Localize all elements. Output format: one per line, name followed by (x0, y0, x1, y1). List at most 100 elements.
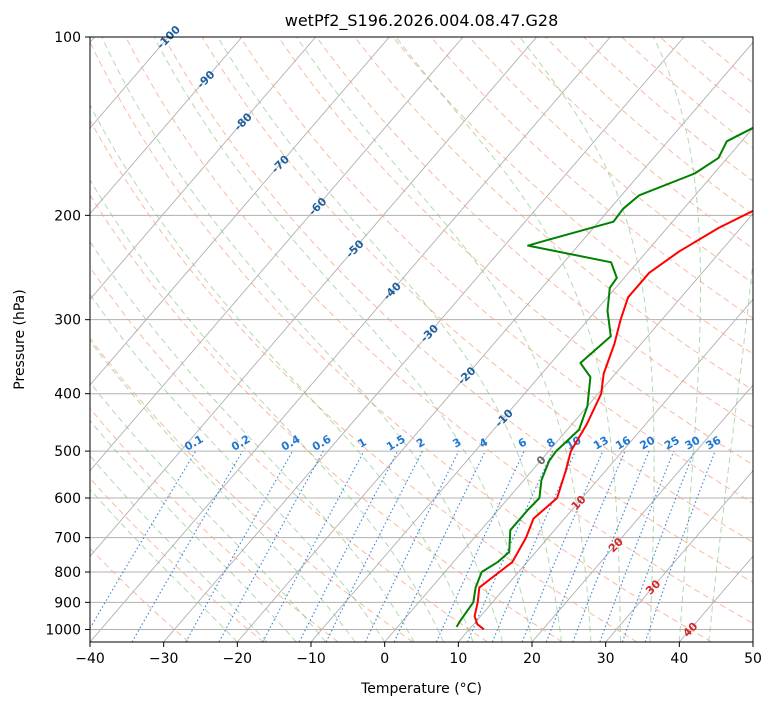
x-tick-label: 0 (380, 651, 389, 667)
dry-adiabat-line (354, 37, 753, 391)
mixing-ratio-line (491, 450, 576, 642)
dewpoint-profile-line (455, 126, 753, 628)
y-tick-label: 100 (54, 30, 81, 46)
dry-adiabat-line (90, 477, 264, 642)
moist-adiabat-line (90, 455, 268, 642)
dry-adiabat-line (392, 37, 753, 355)
x-tick-label: 10 (449, 651, 467, 667)
mixing-ratio-label: 1 (356, 436, 369, 451)
y-tick-label: 200 (54, 208, 81, 224)
mixing-ratio-line (572, 450, 650, 642)
moist-adiabat-line (90, 103, 474, 642)
isotherm-line (236, 41, 753, 642)
mixing-ratio-line (466, 450, 554, 642)
moist-adiabat-line (395, 37, 621, 642)
isotherm-line (678, 555, 753, 642)
moist-adiabat-line (90, 178, 445, 642)
y-tick-label: 800 (54, 565, 81, 581)
dry-adiabat-line (90, 40, 712, 642)
moist-adiabat-line (217, 37, 562, 642)
moist-adiabat-line (652, 37, 701, 642)
mixing-ratio-line (325, 450, 423, 642)
dry-adiabat-line (163, 37, 753, 583)
moist-adiabat-line (296, 37, 592, 642)
y-tick-label: 600 (54, 491, 81, 507)
moist-adiabat-line (519, 37, 655, 642)
x-tick-label: −10 (296, 651, 326, 667)
moist-adiabat-line (708, 256, 753, 642)
mixing-ratio-label: 0.1 (182, 433, 205, 454)
temperature-profile-line (473, 209, 753, 631)
dry-adiabat-line (697, 37, 753, 84)
dry-adiabat-line (90, 407, 339, 642)
plot-frame (89, 36, 754, 643)
mixing-ratio-line (218, 450, 324, 642)
x-axis-label: Temperature (°C) (360, 681, 482, 697)
moist-adiabat-line (90, 240, 415, 642)
x-tick-label: −20 (223, 651, 253, 667)
mixing-ratio-label: 1.5 (384, 433, 407, 454)
mixing-ratio-label: 25 (662, 434, 682, 453)
x-tick-label: 50 (744, 651, 762, 667)
mixing-ratio-line (644, 450, 716, 642)
moist-adiabat-line (90, 340, 356, 642)
dry-adiabat-line (239, 37, 753, 504)
profile-series (455, 126, 753, 631)
mixing-ratio-label: 10 (564, 433, 584, 452)
x-tick-label: −40 (75, 651, 105, 667)
mixing-ratio-line (545, 450, 626, 642)
mixing-ratio-line (262, 450, 365, 642)
isotherm-line (531, 384, 753, 642)
isotherm-line (457, 298, 753, 642)
dry-adiabat-line (316, 37, 753, 428)
mixing-ratio-label: 30 (683, 433, 703, 452)
x-tick-label: 30 (597, 651, 615, 667)
moist-adiabat-line (153, 37, 533, 642)
moist-adiabat-line (90, 419, 297, 642)
isotherm-line (90, 37, 464, 472)
y-axis-label: Pressure (hPa) (12, 289, 28, 389)
mixing-ratio-line (621, 450, 695, 642)
isotherm-line (752, 641, 753, 642)
y-tick-label: 900 (54, 595, 81, 611)
dry-adiabat-line (201, 37, 753, 543)
moist-adiabat-line (90, 488, 238, 642)
mixing-ratio-line (521, 450, 604, 642)
mixing-ratio-line (364, 450, 460, 642)
dry-adiabat-line (90, 194, 563, 642)
mixing-ratio-label: 0.4 (279, 432, 303, 453)
mixing-ratio-label: 16 (613, 433, 633, 452)
dry-adiabat-line (90, 337, 414, 642)
mixing-ratio-line (131, 450, 244, 642)
mixing-ratio-line (393, 450, 486, 642)
isotherm-line (90, 37, 537, 558)
isotherm-line (90, 37, 390, 386)
isotherm-line (90, 37, 611, 642)
dry-adiabat-line (583, 37, 753, 182)
dry-adiabat-line (621, 37, 753, 149)
x-tick-label: 20 (523, 651, 541, 667)
y-tick-label: 300 (54, 313, 81, 329)
isotherm-line (163, 37, 685, 642)
moist-adiabat-line (101, 37, 503, 642)
x-tick-label: 40 (670, 651, 688, 667)
dry-adiabat-line (125, 37, 753, 624)
dry-adiabat-line (468, 37, 753, 284)
mixing-ratio-label: 36 (703, 433, 723, 452)
dry-adiabat-line (507, 37, 753, 250)
isotherm-line (90, 37, 243, 215)
mixing-ratio-label: 6 (516, 435, 529, 450)
axis-ticks: −40 −30 −20 −10 0 10 20 30 40 50 1000 900 800 700 600 5… (45, 30, 762, 667)
dry-adiabat-line (430, 37, 753, 319)
mixing-ratio-label: 3 (450, 436, 463, 451)
y-tick-label: 500 (54, 444, 81, 460)
dry-adiabat-line (90, 119, 638, 642)
mixing-ratio-label: 0.6 (310, 432, 334, 453)
dry-adiabat-line (277, 37, 753, 466)
mixing-ratio-line (298, 450, 399, 642)
isotherm-line (384, 213, 753, 642)
moist-adiabat-line (90, 293, 386, 642)
isotherm-line (605, 469, 753, 642)
chart-title: wetPf2_S196.2026.004.08.47.G28 (285, 11, 559, 31)
